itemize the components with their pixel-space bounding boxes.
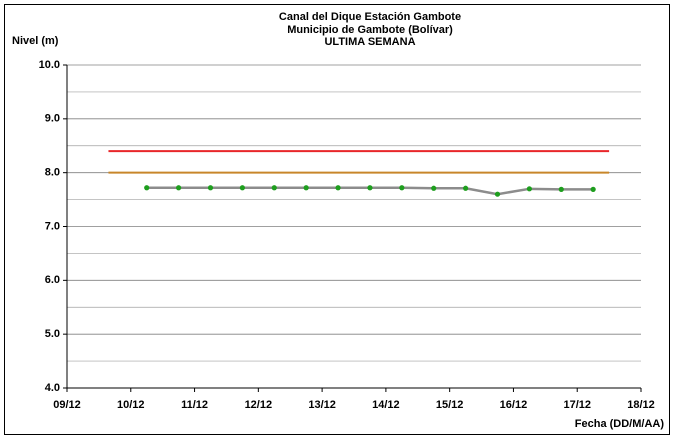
chart-subtitle: ULTIMA SEMANA (324, 36, 415, 48)
y-tick-label: 10.0 (39, 59, 60, 71)
x-tick-label: 18/12 (627, 399, 655, 411)
y-tick-label: 9.0 (45, 113, 60, 125)
x-tick-label: 12/12 (245, 399, 273, 411)
data-point (558, 186, 564, 192)
x-tick-label: 09/12 (53, 399, 81, 411)
y-tick-label: 4.0 (45, 382, 60, 394)
y-tick-label: 8.0 (45, 167, 60, 179)
chart-border (4, 4, 670, 435)
x-axis-label: Fecha (DD/M/AA) (575, 418, 665, 430)
data-point (494, 191, 501, 197)
data-point (590, 186, 596, 192)
y-tick-label: 7.0 (45, 220, 60, 232)
data-point (303, 185, 309, 191)
y-axis-label: Nivel (m) (12, 35, 59, 47)
x-tick-label: 16/12 (500, 399, 528, 411)
x-tick-label: 10/12 (117, 399, 145, 411)
data-point (176, 185, 182, 191)
data-point (144, 185, 150, 191)
data-point (431, 185, 437, 191)
x-tick-label: 17/12 (563, 399, 591, 411)
y-tick-label: 6.0 (45, 274, 60, 286)
data-point (399, 185, 405, 191)
data-point (207, 185, 214, 191)
x-tick-label: 15/12 (436, 399, 464, 411)
x-tick-label: 13/12 (308, 399, 336, 411)
x-tick-label: 11/12 (181, 399, 208, 411)
data-point (367, 185, 373, 191)
x-tick-label: 14/12 (372, 399, 400, 411)
data-point (526, 186, 532, 192)
data-point (239, 185, 245, 191)
data-point (271, 185, 277, 191)
data-point (463, 185, 469, 191)
chart-subtitle: Municipio de Gambote (Bolívar) (287, 24, 453, 36)
data-point (335, 185, 341, 191)
y-tick-label: 5.0 (45, 328, 60, 340)
chart-title: Canal del Dique Estación Gambote (279, 11, 461, 23)
